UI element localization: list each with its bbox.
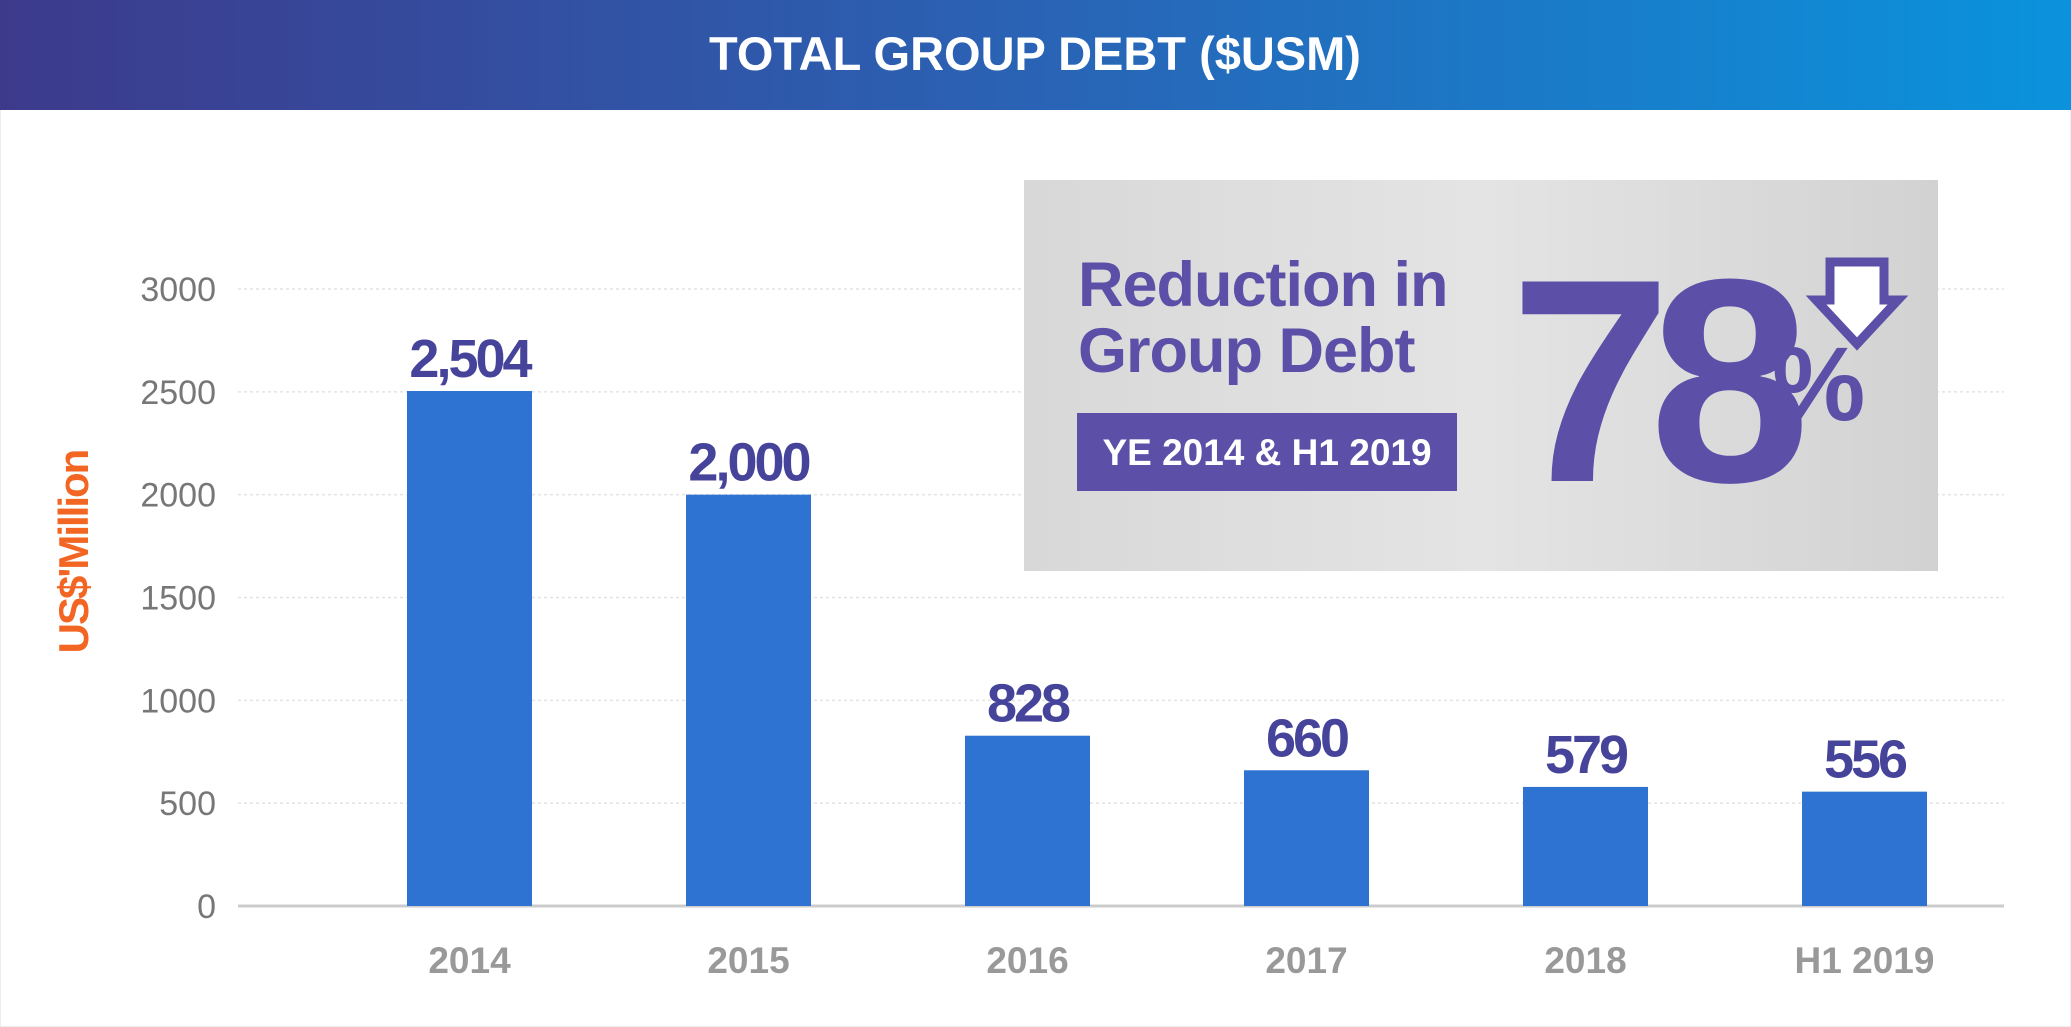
x-tick-label: 2017 <box>1265 940 1347 981</box>
x-tick-label: 2016 <box>986 940 1068 981</box>
bar <box>1802 791 1927 906</box>
y-tick-label: 2500 <box>140 374 216 412</box>
annotation-text: Group Debt <box>1078 316 1415 386</box>
value-label: 579 <box>1545 725 1628 785</box>
annotation-value: 78 <box>1510 219 1803 543</box>
y-tick-label: 1000 <box>140 682 216 720</box>
x-tick-label: 2018 <box>1544 940 1626 981</box>
annotation-unit: % <box>1772 326 1865 443</box>
x-tick-label: 2015 <box>707 940 789 981</box>
period-text: YE 2014 & H1 2019 <box>1102 432 1431 473</box>
annotation-box: Reduction in Group Debt YE 2014 & H1 201… <box>1024 180 1938 571</box>
annotation-background <box>1024 180 1938 571</box>
bar <box>407 391 532 906</box>
value-label: 2,504 <box>409 329 532 389</box>
x-tick-label: H1 2019 <box>1795 940 1935 981</box>
chart-title: TOTAL GROUP DEBT ($USM) <box>709 27 1361 80</box>
header-bar <box>0 0 2071 110</box>
down-arrow <box>1805 257 1909 351</box>
value-label: 2,000 <box>688 433 809 493</box>
y-tick-label: 1500 <box>140 580 216 618</box>
y-tick-label: 3000 <box>140 271 216 309</box>
value-label: 660 <box>1266 708 1348 768</box>
annotation-text: Reduction in <box>1078 250 1447 320</box>
y-axis-label: US$'Million <box>50 450 97 653</box>
y-tick-label: 2000 <box>140 477 216 515</box>
bar <box>686 494 811 906</box>
bar <box>1523 786 1648 906</box>
x-tick-label: 2014 <box>428 940 511 981</box>
value-label: 556 <box>1824 730 1907 790</box>
period-badge <box>1077 413 1457 491</box>
bar <box>965 735 1090 906</box>
bar <box>1244 770 1369 906</box>
value-label: 828 <box>987 674 1070 734</box>
plot-area: 0 500 1000 1500 2000 2500 3000 2014 2,504 2015 2,0… <box>140 271 2004 981</box>
y-tick-label: 500 <box>159 785 216 823</box>
y-tick-label: 0 <box>197 888 216 926</box>
